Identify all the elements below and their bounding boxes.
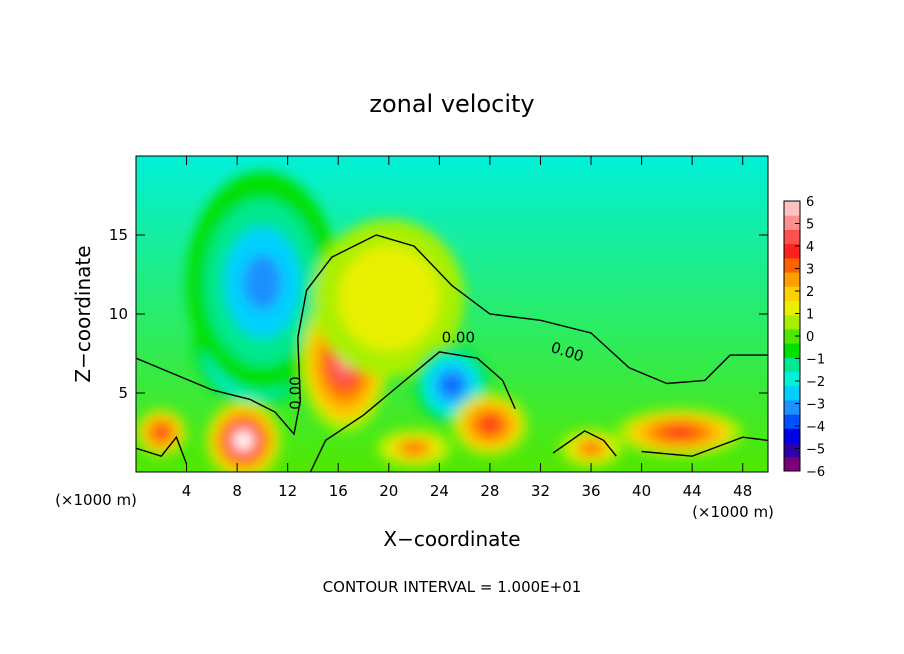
colorbar-tick-label: −6 xyxy=(806,465,825,480)
colorbar-tick-label: 4 xyxy=(806,240,814,255)
zero-contour-1 xyxy=(309,351,516,472)
colorbar-tick-label: 5 xyxy=(806,218,814,233)
x-tick-label: 4 xyxy=(182,482,192,500)
field-feature-7 xyxy=(616,408,743,457)
field-ring xyxy=(156,427,167,438)
colorbar-swatch xyxy=(784,314,800,330)
y-tick-label: 5 xyxy=(118,384,128,402)
x-tick-label: 36 xyxy=(581,482,600,500)
zero-contour-4 xyxy=(641,436,768,457)
colorbar-tick-label: −1 xyxy=(806,353,825,368)
x-tick-label: 48 xyxy=(733,482,752,500)
colorbar-swatch xyxy=(784,414,800,429)
colorbar: 6 5 4 3 2 1 0 −1 −2 −3 −4 −5 −6 xyxy=(783,195,825,480)
field-saturated xyxy=(233,430,253,451)
field-feature-5 xyxy=(205,400,282,472)
colorbar-tick-label: 1 xyxy=(806,308,814,323)
colorbar-tick-label: −4 xyxy=(806,420,825,435)
field-ring xyxy=(404,443,424,454)
y-axis-ticks: 5 10 15 xyxy=(109,226,768,402)
contour-label: 0.00 xyxy=(442,328,475,346)
colorbar-tick-label: 2 xyxy=(806,285,814,300)
colorbar-swatch xyxy=(784,215,800,230)
zero-contour-0 xyxy=(136,234,768,436)
colorbar-tick-label: 3 xyxy=(806,263,814,278)
y-tick-label: 10 xyxy=(109,305,128,323)
field-ring xyxy=(482,418,498,431)
colorbar-tick-label: −2 xyxy=(806,375,825,390)
field-feature-6 xyxy=(452,393,528,457)
colorbar-swatch xyxy=(784,343,800,358)
colorbar-swatch xyxy=(784,257,800,273)
x-tick-label: 8 xyxy=(232,482,242,500)
x-tick-label: 32 xyxy=(531,482,550,500)
x-axis-ticks: 4 8 12 16 20 24 28 32 36 40 44 48 xyxy=(182,156,752,500)
y-axis-label: Z−coordinate xyxy=(71,245,95,382)
x-unit-right: (×1000 m) xyxy=(692,503,774,521)
x-tick-label: 24 xyxy=(430,482,449,500)
colorbar-swatch xyxy=(784,371,800,387)
x-axis-label: X−coordinate xyxy=(383,527,520,551)
field-ring xyxy=(363,271,415,325)
colorbar-swatch xyxy=(784,243,800,259)
contour-interval-note: CONTOUR INTERVAL = 1.000E+01 xyxy=(323,578,582,596)
field-blobs xyxy=(136,171,743,472)
field-feature-1 xyxy=(186,171,339,393)
field-feature-10 xyxy=(559,429,623,468)
x-tick-label: 28 xyxy=(480,482,499,500)
colorbar-swatch xyxy=(784,300,800,316)
x-tick-label: 16 xyxy=(329,482,348,500)
contour-label: 0.00 xyxy=(286,376,304,409)
x-unit-left: (×1000 m) xyxy=(55,491,137,509)
zero-contour-lines: 0.000.000.00 xyxy=(136,234,768,472)
colorbar-tick-label: 6 xyxy=(806,195,814,210)
colorbar-swatch xyxy=(784,357,800,373)
colorbar-swatch xyxy=(784,286,800,301)
zero-contour-2 xyxy=(136,435,188,465)
colorbar-swatch xyxy=(784,201,800,216)
field-feature-8 xyxy=(136,408,187,457)
x-tick-label: 44 xyxy=(683,482,702,500)
colorbar-swatch xyxy=(784,442,800,458)
x-tick-label: 12 xyxy=(278,482,297,500)
colorbar-swatch xyxy=(784,328,800,344)
velocity-field xyxy=(136,156,768,472)
colorbar-tick-label: −5 xyxy=(806,443,825,458)
field-ring xyxy=(666,427,693,438)
colorbar-swatch xyxy=(784,272,800,287)
colorbar-swatch xyxy=(784,385,800,401)
colorbar-swatch xyxy=(784,399,800,415)
colorbar-swatch xyxy=(784,428,800,444)
zero-contour-3 xyxy=(552,430,617,457)
colorbar-tick-label: −3 xyxy=(806,398,825,413)
colorbar-tick-label: 0 xyxy=(806,330,814,345)
field-ring xyxy=(444,377,460,393)
x-tick-label: 20 xyxy=(379,482,398,500)
field-ring xyxy=(583,443,599,454)
field-ring xyxy=(243,254,282,311)
colorbar-swatch xyxy=(784,456,800,472)
y-tick-label: 15 xyxy=(109,226,128,244)
x-tick-label: 40 xyxy=(632,482,651,500)
field-feature-9 xyxy=(376,429,452,468)
chart-title: zonal velocity xyxy=(369,90,534,118)
colorbar-swatch xyxy=(784,229,800,245)
